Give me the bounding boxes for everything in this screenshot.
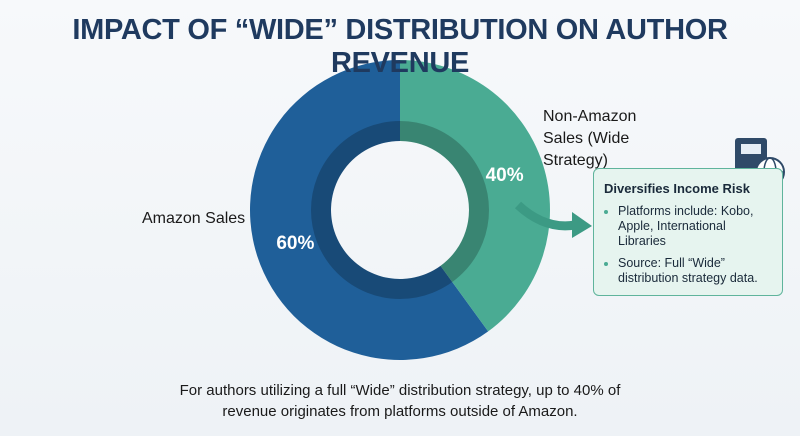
slice: [400, 60, 551, 332]
category-label: Amazon Sales: [142, 210, 246, 227]
donut: [250, 60, 551, 360]
caption: For authors utilizing a full “Wide” dist…: [179, 382, 621, 420]
chart-title: IMPACT OF “WIDE” DISTRIBUTION ON AUTHOR …: [72, 14, 728, 79]
callout-list: Platforms include: Kobo, Apple, Internat…: [604, 204, 772, 286]
arrow-head: [572, 212, 592, 238]
value-label: 40%: [486, 165, 524, 186]
category-label: Non-Amazon Sales (Wide Strategy): [543, 108, 637, 169]
callout-box: Diversifies Income Risk Platforms includ…: [593, 168, 783, 296]
value-label: 60%: [276, 233, 314, 254]
callout-bullet: Source: Full “Wide” distribution strateg…: [618, 256, 772, 286]
slice: [250, 60, 489, 360]
callout-title: Diversifies Income Risk: [604, 181, 750, 196]
inner-ring: [311, 121, 489, 299]
arrow: [514, 201, 576, 231]
callout-bullet: Platforms include: Kobo, Apple, Internat…: [618, 204, 772, 249]
